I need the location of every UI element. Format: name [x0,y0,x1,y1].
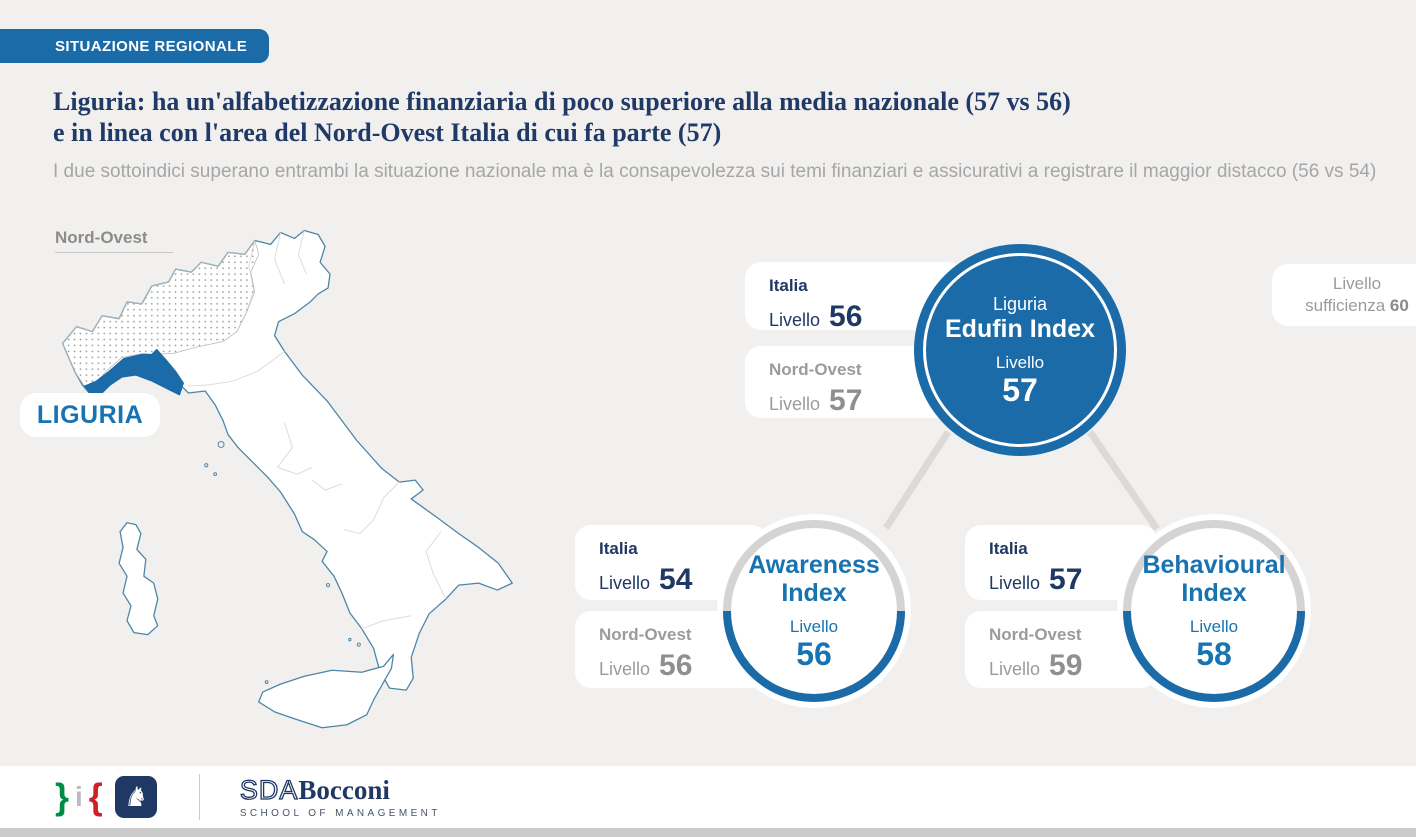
behavioural-nordovest-level-label: Livello [989,659,1041,679]
section-badge-label: SITUAZIONE REGIONALE [55,37,248,55]
behavioural-value: 58 [1196,636,1232,672]
italy-map-svg [61,229,513,729]
behavioural-circle-text: Behavioural Index Livello 58 [1117,514,1311,708]
behavioural-level-label: Livello [1189,617,1239,636]
awareness-level-label: Livello [789,617,839,636]
sardinia-island [118,522,159,636]
edufin-index-circle [914,244,1126,456]
logo-letter-i: i [75,781,83,812]
behavioural-nordovest-value: 59 [1049,649,1083,682]
title-line-1: Liguria: ha un'alfabetizzazione finanzia… [53,87,1071,116]
sda-logo-thin: SDA [239,774,299,805]
sufficiency-pill: Livello sufficienza 60 [1272,264,1416,326]
awareness-italia-value: 54 [659,563,693,596]
sicily-island [258,653,395,729]
nord-ovest-underline [55,252,173,253]
small-islands [204,440,361,685]
sda-logo-subtitle: SCHOOL OF MANAGEMENT [239,808,441,819]
nord-ovest-dotted-area [62,239,260,387]
edufin-nordovest-value: 57 [829,384,863,417]
sda-bocconi-logo: SDA Bocconi SCHOOL OF MANAGEMENT [239,774,441,819]
page-subtitle: I due sottoindici superano entrambi la s… [53,161,1377,182]
awareness-circle-text: Awareness Index Livello 56 [717,514,911,708]
logo-brace-right: { [88,776,103,817]
footer: } i { ♞ SDA Bocconi SCHOOL OF MANAGEMENT [0,766,1416,828]
edufin-nordovest-label: Nord-Ovest [769,360,862,379]
liguria-callout-label: LIGURIA [36,400,144,429]
behavioural-italia-level-label: Livello [989,573,1041,593]
edufin-value: 57 [1002,371,1038,408]
logo-brace-left: } [55,776,70,817]
behavioural-italia-value: 57 [1049,563,1083,596]
edufin-region: Liguria [992,293,1048,314]
edufin-italia-level-label: Livello [769,310,821,330]
emblem-glyph: ♞ [123,781,148,812]
edufin-nordovest-level-label: Livello [769,394,821,414]
behavioural-nordovest-label: Nord-Ovest [989,625,1082,644]
behavioural-name-line2: Index [1181,579,1247,607]
edufin-committee-logo: } i { ♞ [55,776,157,818]
page-title: Liguria: ha un'alfabetizzazione finanzia… [53,86,1383,148]
title-line-2: e in linea con l'area del Nord-Ovest Ita… [53,118,722,147]
liguria-callout: LIGURIA [20,393,160,437]
awareness-nordovest-value: 56 [659,649,693,682]
footer-divider [198,774,200,820]
edufin-italia-value: 56 [829,300,863,333]
italy-map [25,222,540,762]
nord-ovest-label: Nord-Ovest [55,228,148,247]
section-badge: SITUAZIONE REGIONALE [0,29,270,63]
behavioural-name-line1: Behavioural [1142,551,1286,579]
edufin-circle-text: Liguria Edufin Index Livello 57 [914,244,1126,456]
sufficiency-line1: Livello [1332,274,1382,293]
liguria-region [83,348,184,400]
edufin-inner-ring [923,253,1117,447]
sufficiency-value: 60 [1389,296,1409,315]
awareness-value: 56 [796,636,832,672]
sufficiency-word: sufficienza [1305,296,1386,315]
winged-lion-emblem-icon: ♞ [114,776,157,818]
edufin-name: Edufin Index [945,314,1095,343]
awareness-nordovest-label: Nord-Ovest [599,625,692,644]
awareness-name-line2: Index [781,579,847,607]
awareness-italia-label: Italia [599,539,638,558]
edufin-italia-label: Italia [769,276,808,295]
awareness-name-line1: Awareness [748,551,880,579]
awareness-nordovest-level-label: Livello [599,659,651,679]
bottom-bar [0,828,1416,837]
edufin-level-label: Livello [995,352,1045,372]
sda-logo-bold: Bocconi [298,775,390,805]
awareness-italia-level-label: Livello [599,573,651,593]
sufficiency-line2: sufficienza 60 [1305,295,1409,317]
behavioural-italia-label: Italia [989,539,1028,558]
